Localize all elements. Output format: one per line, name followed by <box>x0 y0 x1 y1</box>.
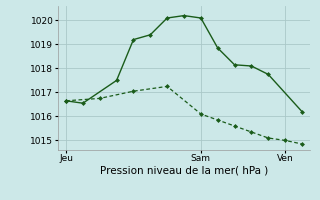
X-axis label: Pression niveau de la mer( hPa ): Pression niveau de la mer( hPa ) <box>100 166 268 176</box>
